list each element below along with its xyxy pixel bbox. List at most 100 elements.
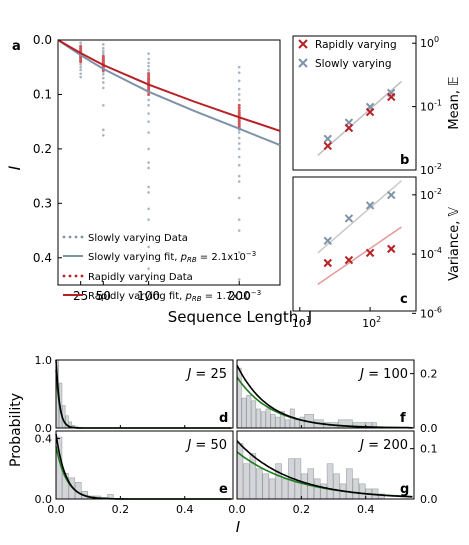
panel-b-y-tick-label: 10-1 bbox=[420, 99, 442, 114]
slow-data-point bbox=[147, 61, 150, 65]
slow-data-point bbox=[237, 174, 241, 178]
panel-c-slow-marker bbox=[387, 190, 396, 200]
x-tick-label: 100 bbox=[137, 289, 160, 303]
panel-b-y-tick-label: 100 bbox=[420, 35, 439, 50]
panel-c-y-axis-label: Variance, 𝕍 bbox=[447, 206, 462, 280]
panel-c-x-tick-label-exponent: 2 bbox=[376, 315, 381, 324]
green-model-curve bbox=[55, 446, 232, 500]
legend-value: = 1.7x10 bbox=[202, 291, 251, 302]
histogram-annotation: J = 200 bbox=[357, 438, 408, 453]
black-model-curve bbox=[236, 364, 413, 429]
slow-data-point bbox=[79, 68, 82, 72]
slow-data-point bbox=[237, 278, 241, 281]
slow-data-point bbox=[237, 87, 241, 91]
histogram-x-tick-label: 0.2 bbox=[293, 503, 311, 516]
histogram-bar bbox=[246, 395, 252, 429]
panel-c-x-tick-label-exponent: 1 bbox=[306, 315, 311, 324]
slow-data-point bbox=[147, 64, 150, 68]
histogram-bar bbox=[260, 411, 266, 429]
slow-data-point bbox=[79, 41, 82, 45]
slow-data-point bbox=[237, 196, 241, 200]
histogram-y-tick-label: 0.1 bbox=[420, 443, 438, 456]
panel-c-rapid-marker bbox=[387, 244, 396, 254]
legend-exponent: −3 bbox=[246, 250, 256, 258]
slow-data-point bbox=[237, 79, 241, 83]
annotation-value: = 200 bbox=[364, 438, 408, 453]
slow-data-point bbox=[102, 49, 105, 53]
legend-label-text: Rapidly varying Data bbox=[88, 272, 193, 283]
histogram-x-tick-label: 0.0 bbox=[228, 503, 246, 516]
slow-data-point bbox=[147, 57, 150, 61]
slow-data-point bbox=[147, 267, 150, 270]
slow-data-point bbox=[147, 147, 150, 151]
rapid-data-point bbox=[147, 74, 151, 78]
legend-dot-marker bbox=[62, 274, 66, 278]
panel-c-x-tick-label-base: 10 bbox=[292, 317, 306, 330]
histogram-bar bbox=[352, 478, 360, 500]
slow-data-point bbox=[147, 218, 150, 221]
y-tick-label: 0.1 bbox=[33, 87, 52, 101]
histogram-x-tick-label: 0.2 bbox=[112, 503, 130, 516]
rapid-data-point bbox=[237, 122, 241, 126]
histogram-y-axis-label: Probability bbox=[8, 393, 24, 467]
y-tick-label: 0.3 bbox=[33, 196, 52, 210]
histogram-bar bbox=[262, 473, 269, 500]
histogram-annotation: J = 100 bbox=[357, 367, 408, 382]
panel-label-c: c bbox=[400, 292, 408, 307]
panel-c-y-tick-label-base: 10 bbox=[420, 189, 434, 202]
histogram-y-tick-label: 0.4 bbox=[35, 433, 53, 446]
slow-data-point bbox=[102, 51, 105, 55]
slow-data-point bbox=[237, 147, 241, 151]
panel-b-y-tick-label-exponent: 0 bbox=[434, 35, 439, 44]
panel-label-g: g bbox=[400, 482, 409, 497]
panel-c-y-tick-label-exponent: -6 bbox=[434, 305, 442, 314]
histogram-bar bbox=[256, 408, 261, 429]
legend-dot-marker bbox=[68, 274, 72, 278]
slow-data-point bbox=[102, 128, 105, 132]
x-tick-label: 50 bbox=[96, 289, 111, 303]
panel-c-slow-marker bbox=[344, 214, 354, 223]
slow-data-point bbox=[147, 120, 150, 123]
panel-c-x-tick-label: 101 bbox=[292, 315, 311, 330]
slow-data-point bbox=[237, 218, 241, 221]
histogram-y-tick-label: 1.0 bbox=[35, 354, 53, 367]
panel-b-y-tick-label-exponent: -1 bbox=[434, 99, 442, 108]
histogram-x-axis-label: I bbox=[236, 518, 241, 536]
panel-b-y-tick-label: 10-2 bbox=[420, 162, 442, 177]
slow-data-point bbox=[102, 43, 105, 46]
panel-c-rapid-marker bbox=[365, 248, 375, 258]
histogram-bar bbox=[270, 414, 276, 429]
legend-math-p: p bbox=[185, 291, 192, 302]
slow-data-point bbox=[237, 142, 241, 145]
slow-data-point bbox=[237, 163, 241, 167]
histogram-bar bbox=[275, 416, 281, 429]
annotation-variable: J bbox=[184, 438, 191, 453]
slow-data-point bbox=[102, 81, 105, 84]
slow-data-point bbox=[147, 207, 150, 211]
slow-data-point bbox=[237, 229, 241, 232]
legend-label-text: Rapidly varying fit, bbox=[88, 291, 186, 302]
panel-b-rapid-marker bbox=[365, 107, 375, 117]
panel-a-frame bbox=[57, 39, 281, 286]
legend-math-sub: RB bbox=[192, 295, 202, 303]
histogram-frame bbox=[236, 359, 415, 429]
panel-b-rapid-marker bbox=[323, 141, 332, 151]
slow-data-point bbox=[147, 191, 150, 194]
rapid-fit-line bbox=[57, 39, 281, 132]
annotation-value: = 100 bbox=[364, 367, 408, 382]
panel-b-rapid-marker bbox=[344, 123, 354, 133]
slow-data-point bbox=[147, 52, 150, 55]
histogram-bar bbox=[284, 419, 290, 429]
histogram-frame bbox=[236, 430, 415, 500]
panel-c-rapid-fit-line bbox=[317, 226, 402, 286]
y-tick-label: 0.0 bbox=[33, 33, 52, 47]
slow-data-point bbox=[147, 112, 150, 115]
panel-b-frame bbox=[292, 35, 417, 171]
rapid-data-point bbox=[237, 103, 241, 107]
slow-data-point bbox=[79, 72, 82, 76]
histogram-y-tick-label: 0.0 bbox=[35, 493, 53, 506]
histogram-bar bbox=[268, 478, 276, 500]
annotation-variable: J bbox=[357, 367, 364, 382]
annotation-value: = 50 bbox=[191, 438, 227, 453]
slow-data-point bbox=[237, 155, 241, 159]
